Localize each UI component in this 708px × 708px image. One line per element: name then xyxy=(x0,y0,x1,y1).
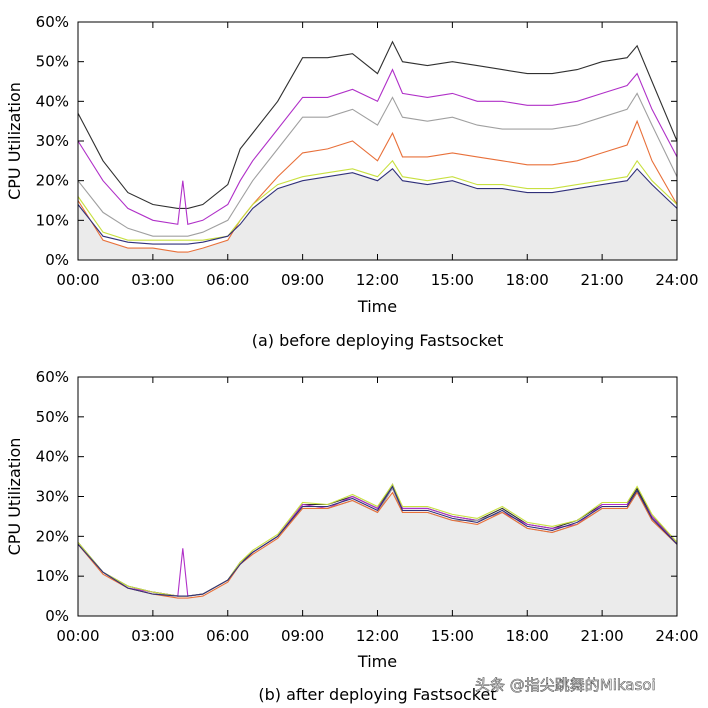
y-tick-label: 40% xyxy=(36,448,69,466)
y-axis-label: CPU Utilization xyxy=(5,82,24,200)
series-line-4 xyxy=(77,491,678,599)
chart-panel-a: 0% 10% 20% 30% 40% 50% 60% 00:00 03:00 06:00 09:00… xyxy=(5,13,699,350)
x-tick-label: 21:00 xyxy=(581,271,624,289)
x-tick-label: 06:00 xyxy=(206,627,249,645)
x-tick-label: 21:00 xyxy=(581,627,624,645)
series-line-1 xyxy=(77,40,678,209)
x-axis-label: Time xyxy=(357,652,397,671)
x-tick-label: 18:00 xyxy=(506,271,549,289)
x-tick-label: 00:00 xyxy=(56,271,99,289)
y-tick-label: 60% xyxy=(36,368,69,386)
series-line-4 xyxy=(77,119,678,253)
x-tick-label: 18:00 xyxy=(506,627,549,645)
series-line-5 xyxy=(77,159,678,241)
y-tick-label: 30% xyxy=(36,132,69,150)
series-line-6 xyxy=(77,485,678,597)
watermark: 头条 @指尖跳舞的Mikasoi xyxy=(475,676,656,694)
y-tick-label: 10% xyxy=(36,211,69,229)
x-tick-label: 09:00 xyxy=(281,627,324,645)
y-tick-label: 20% xyxy=(36,172,69,190)
y-tick-label: 10% xyxy=(36,567,69,585)
y-tick-label: 50% xyxy=(36,408,69,426)
x-tick-label: 15:00 xyxy=(431,271,474,289)
panel-caption: (a) before deploying Fastsocket xyxy=(252,331,504,350)
series-line-3 xyxy=(77,92,678,237)
shaded-band xyxy=(78,492,677,616)
y-tick-label: 0% xyxy=(45,251,69,269)
y-tick-label: 0% xyxy=(45,607,69,625)
y-tick-label: 20% xyxy=(36,527,69,545)
x-tick-label: 15:00 xyxy=(431,627,474,645)
panel-caption: (b) after deploying Fastsocket xyxy=(258,685,496,704)
x-axis-label: Time xyxy=(357,297,397,316)
x-tick-label: 24:00 xyxy=(655,271,698,289)
x-tick-label: 12:00 xyxy=(356,271,399,289)
x-tick-label: 00:00 xyxy=(56,627,99,645)
y-axis-label: CPU Utilization xyxy=(5,438,24,556)
x-tick-label: 06:00 xyxy=(206,271,249,289)
x-tick-label: 12:00 xyxy=(356,627,399,645)
x-tick-label: 09:00 xyxy=(281,271,324,289)
x-tick-label: 03:00 xyxy=(131,627,174,645)
chart-panel-b: 0% 10% 20% 30% 40% 50% 60% 00:00 03:00 06:00 09:00… xyxy=(5,368,699,704)
shaded-band xyxy=(78,168,677,260)
y-tick-label: 30% xyxy=(36,488,69,506)
y-tick-label: 50% xyxy=(36,53,69,71)
y-tick-label: 60% xyxy=(36,13,69,31)
series-line-6 xyxy=(77,167,678,245)
y-tick-label: 40% xyxy=(36,92,69,110)
x-tick-label: 03:00 xyxy=(131,271,174,289)
x-tick-label: 24:00 xyxy=(655,627,698,645)
series-line-2 xyxy=(77,68,678,225)
